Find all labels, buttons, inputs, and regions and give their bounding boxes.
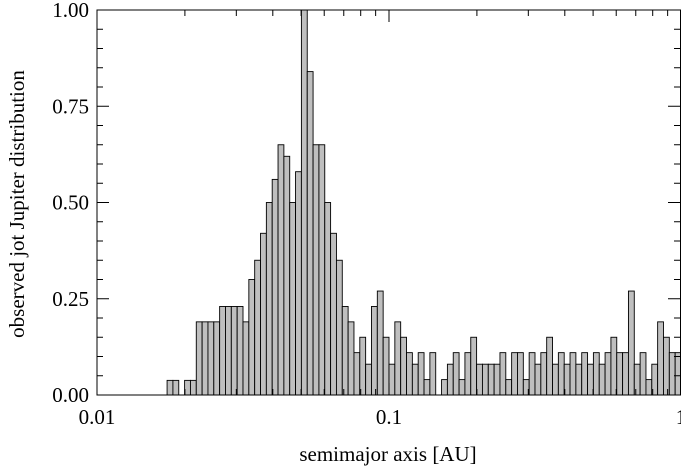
histogram-bar bbox=[213, 321, 221, 396]
histogram-bar bbox=[668, 352, 676, 396]
histogram-bar bbox=[365, 363, 372, 396]
histogram-bar bbox=[464, 352, 472, 396]
histogram-bar bbox=[201, 321, 209, 396]
histogram-bar bbox=[306, 71, 314, 396]
histogram-bar bbox=[499, 352, 507, 396]
x-tick-label: 0.1 bbox=[376, 405, 402, 429]
histogram-bar bbox=[166, 379, 174, 396]
histogram-bar bbox=[295, 171, 302, 396]
y-tick-label: 0.00 bbox=[52, 383, 89, 407]
histogram-bar bbox=[517, 352, 524, 396]
histogram-bar bbox=[446, 363, 454, 396]
histogram-bar bbox=[189, 379, 197, 396]
histogram-bar bbox=[610, 336, 618, 396]
histogram-bar bbox=[248, 279, 256, 396]
histogram-bar bbox=[639, 352, 647, 396]
histogram-bar bbox=[406, 352, 413, 396]
x-tick-label: 1 bbox=[676, 405, 681, 429]
histogram-bar bbox=[604, 352, 612, 396]
histogram-bar bbox=[335, 259, 343, 396]
histogram-bar bbox=[423, 379, 431, 396]
histogram-bar bbox=[225, 306, 232, 396]
histogram-bar bbox=[388, 363, 396, 396]
y-tick-label: 0.50 bbox=[52, 191, 89, 215]
histogram-bar bbox=[552, 363, 559, 396]
histogram-bar bbox=[242, 321, 250, 396]
histogram-bar bbox=[557, 352, 565, 396]
histogram-bar bbox=[622, 352, 629, 396]
histogram-bar bbox=[452, 352, 460, 396]
histogram-bar bbox=[230, 306, 238, 396]
histogram-bar bbox=[312, 144, 320, 396]
x-axis-label: semimajor axis [AU] bbox=[299, 442, 476, 466]
histogram-bar bbox=[592, 352, 600, 396]
histogram-bar bbox=[341, 306, 349, 396]
histogram-bar bbox=[283, 155, 291, 396]
histogram-bar bbox=[207, 321, 215, 396]
histogram-bar bbox=[371, 306, 378, 396]
histogram-bar bbox=[172, 379, 180, 396]
histogram-bar bbox=[417, 352, 425, 396]
histogram-bar bbox=[429, 352, 437, 396]
histogram-bar bbox=[184, 379, 191, 396]
histogram-bar bbox=[505, 379, 513, 396]
histogram-bar bbox=[260, 232, 267, 396]
histogram-bar bbox=[318, 144, 326, 396]
histogram-bar bbox=[265, 202, 273, 396]
histogram-bar bbox=[470, 336, 478, 396]
histogram-bar bbox=[347, 321, 355, 396]
y-tick-label: 0.75 bbox=[52, 94, 89, 118]
bars-group bbox=[166, 9, 681, 396]
histogram-bar bbox=[493, 363, 501, 396]
y-tick-label: 0.25 bbox=[52, 287, 89, 311]
histogram-bar bbox=[645, 379, 653, 396]
histogram-bar bbox=[528, 352, 536, 396]
y-tick-label: 1.00 bbox=[52, 0, 89, 22]
histogram-bar bbox=[411, 363, 419, 396]
histogram-bar bbox=[575, 363, 583, 396]
x-tick-label: 0.01 bbox=[79, 405, 116, 429]
histogram-bar bbox=[581, 352, 589, 396]
histogram-bar bbox=[271, 178, 279, 396]
histogram-bar bbox=[569, 352, 577, 396]
histogram-bar bbox=[540, 352, 548, 396]
histogram-bar bbox=[476, 363, 483, 396]
histogram-bar bbox=[487, 363, 495, 396]
histogram-bar bbox=[353, 352, 361, 396]
histogram-bar bbox=[534, 363, 542, 396]
histogram-bar bbox=[633, 363, 641, 396]
histogram-bar bbox=[657, 321, 664, 396]
histogram-bar bbox=[481, 363, 489, 396]
histogram-bar bbox=[546, 336, 553, 396]
histogram-bar bbox=[587, 363, 594, 396]
histogram-bar bbox=[627, 290, 635, 396]
histogram-bar bbox=[441, 379, 448, 396]
y-axis-label: observed jot Jupiter distribution bbox=[5, 70, 29, 338]
histogram-bar bbox=[219, 306, 226, 396]
histogram-bar bbox=[236, 306, 244, 396]
histogram-bar bbox=[511, 352, 518, 396]
histogram-bar bbox=[300, 9, 308, 396]
histogram-bar bbox=[195, 321, 203, 396]
tick-labels: 0.01 0.1 1 0.00 0.25 0.50 0.75 1.00 bbox=[52, 0, 681, 429]
histogram-bar bbox=[324, 202, 332, 396]
histogram-bar bbox=[330, 232, 337, 396]
histogram-bar bbox=[400, 336, 407, 396]
axis-ticks bbox=[96, 9, 681, 396]
histogram-bar bbox=[382, 336, 390, 396]
histogram-bar bbox=[663, 336, 670, 396]
histogram-bar bbox=[254, 259, 261, 396]
histogram-bar bbox=[277, 144, 285, 396]
histogram-bar bbox=[394, 321, 402, 396]
histogram-bar bbox=[458, 379, 466, 396]
histogram-bar bbox=[616, 352, 624, 396]
histogram-bar bbox=[376, 290, 384, 396]
histogram-bar bbox=[598, 363, 606, 396]
histogram-bar bbox=[359, 336, 367, 396]
histogram-bar bbox=[289, 202, 297, 396]
